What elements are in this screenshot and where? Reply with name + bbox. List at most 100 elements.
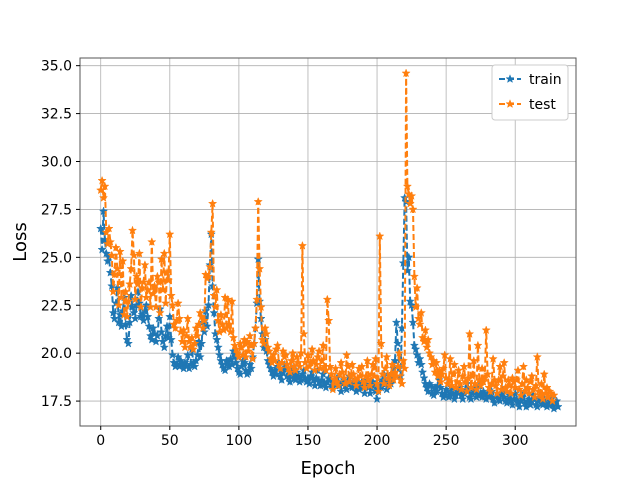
data-point-test xyxy=(162,267,172,277)
data-point-test xyxy=(507,373,518,383)
data-point-test xyxy=(324,315,334,325)
data-point-test xyxy=(413,313,424,323)
data-point-test xyxy=(542,382,552,392)
data-point-train xyxy=(108,307,118,317)
data-point-test xyxy=(248,353,258,363)
data-point-test xyxy=(333,380,344,390)
data-point-train xyxy=(277,375,287,384)
legend-label-test: test xyxy=(529,97,556,113)
data-point-test xyxy=(359,382,370,392)
data-point-train xyxy=(201,306,211,315)
data-point-test xyxy=(474,375,484,384)
data-point-test xyxy=(195,307,205,317)
data-point-train xyxy=(382,384,392,394)
data-point-test xyxy=(357,361,367,371)
data-point-test xyxy=(228,332,239,342)
data-point-test xyxy=(257,334,268,344)
data-point-train xyxy=(507,399,518,409)
y-tick-label: 32.5 xyxy=(41,107,72,123)
data-point-test xyxy=(481,325,491,335)
data-point-train xyxy=(393,338,403,348)
data-point-test xyxy=(384,380,395,390)
data-point-test xyxy=(498,371,508,381)
data-point-test xyxy=(487,378,497,388)
data-point-test xyxy=(398,355,408,365)
data-point-train xyxy=(458,394,468,404)
data-point-train xyxy=(271,369,281,379)
data-point-test xyxy=(268,350,279,360)
data-point-test xyxy=(401,68,411,78)
data-point-train xyxy=(190,361,200,371)
data-point-test xyxy=(114,300,124,310)
data-point-test xyxy=(125,279,135,289)
data-point-test xyxy=(469,355,479,365)
data-point-test xyxy=(395,375,406,384)
data-point-test xyxy=(458,371,468,381)
data-point-train xyxy=(162,321,172,331)
data-point-test xyxy=(123,296,134,306)
series-test xyxy=(96,68,559,406)
data-point-test xyxy=(502,386,512,396)
data-point-test xyxy=(467,371,478,381)
y-tick-label: 22.5 xyxy=(41,298,72,314)
data-point-train xyxy=(416,359,426,369)
data-point-test xyxy=(111,242,121,252)
data-point-test xyxy=(485,386,495,396)
data-point-test xyxy=(325,361,335,371)
data-point-test xyxy=(194,319,204,329)
data-point-test xyxy=(532,352,542,361)
data-point-test xyxy=(141,292,151,302)
data-point-train xyxy=(239,357,250,367)
data-point-train xyxy=(398,258,408,268)
data-point-test xyxy=(196,311,207,321)
data-point-train xyxy=(466,394,476,404)
data-point-test xyxy=(116,292,127,302)
data-point-test xyxy=(510,382,520,392)
x-tick-label: 300 xyxy=(502,433,529,449)
data-point-test xyxy=(154,277,164,287)
data-point-test xyxy=(187,332,197,342)
data-point-test xyxy=(518,361,529,371)
legend-label-train: train xyxy=(529,72,562,88)
data-point-test xyxy=(144,277,154,287)
data-point-test xyxy=(431,357,442,367)
data-point-test xyxy=(198,323,208,333)
y-tick-label: 35.0 xyxy=(41,59,72,75)
data-point-test xyxy=(158,284,168,294)
data-point-train xyxy=(270,365,280,375)
data-point-test xyxy=(312,352,323,361)
data-point-train xyxy=(144,321,154,331)
data-point-test xyxy=(165,229,175,239)
data-point-test xyxy=(285,367,295,377)
data-point-test xyxy=(529,392,540,402)
data-point-train xyxy=(365,388,375,398)
data-point-train xyxy=(429,390,439,400)
data-point-test xyxy=(339,373,349,383)
data-point-test xyxy=(253,196,263,206)
data-point-test xyxy=(98,192,109,202)
data-point-train xyxy=(412,350,422,360)
data-point-train xyxy=(423,386,433,396)
data-point-test xyxy=(147,237,157,246)
data-point-train xyxy=(209,307,219,317)
data-point-test xyxy=(480,373,490,383)
data-point-train xyxy=(166,334,176,344)
data-point-test xyxy=(444,375,454,384)
data-point-test xyxy=(317,355,327,365)
data-point-test xyxy=(263,342,273,352)
data-point-test xyxy=(122,311,132,321)
data-point-train xyxy=(406,300,417,310)
data-point-test xyxy=(342,350,352,360)
data-point-test xyxy=(539,369,549,379)
data-point-test xyxy=(476,380,486,390)
data-point-train xyxy=(147,334,157,344)
data-point-test xyxy=(445,353,455,363)
data-point-test xyxy=(543,392,554,402)
data-point-test xyxy=(400,363,410,373)
data-point-train xyxy=(409,340,419,350)
data-point-test xyxy=(270,355,280,365)
data-point-test xyxy=(477,363,487,373)
data-point-test xyxy=(514,384,524,394)
data-point-test xyxy=(170,323,180,333)
data-point-train xyxy=(213,342,223,352)
